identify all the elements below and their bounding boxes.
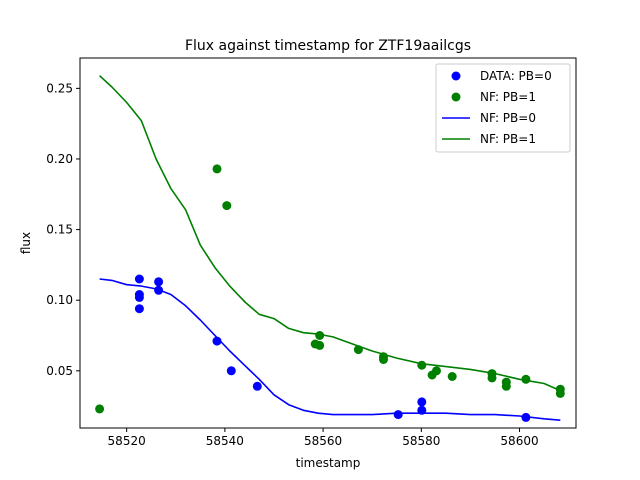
data-point-nf-pb-1 xyxy=(417,360,427,370)
legend: DATA: PB=0 NF: PB=1 NF: PB=0 NF: PB=1 xyxy=(435,63,571,153)
plot-area-frame xyxy=(79,57,577,429)
data-point-data-pb-0 xyxy=(417,397,427,407)
x-tick-label: 58600 xyxy=(500,434,538,448)
y-tick-label: 0.05 xyxy=(46,364,73,378)
data-point-data-pb-0 xyxy=(134,292,144,302)
data-point-nf-pb-1 xyxy=(501,381,511,391)
data-point-nf-pb-1 xyxy=(555,388,565,398)
chart-title: Flux against timestamp for ZTF19aailcgs xyxy=(185,38,471,54)
x-tick-label: 58540 xyxy=(206,434,244,448)
data-point-data-pb-0 xyxy=(417,405,427,415)
data-point-data-pb-0 xyxy=(226,366,236,376)
legend-marker xyxy=(451,71,461,81)
legend-box xyxy=(435,63,571,153)
y-axis-label: flux xyxy=(19,232,33,254)
data-point-data-pb-0 xyxy=(154,285,164,295)
data-point-nf-pb-1 xyxy=(521,374,531,384)
x-tick-label: 58580 xyxy=(402,434,440,448)
data-point-data-pb-0 xyxy=(134,274,144,284)
data-point-nf-pb-1 xyxy=(487,373,497,383)
x-axis: 58520 58540 58560 58580 58600 xyxy=(108,428,539,448)
data-point-nf-pb-1 xyxy=(315,331,325,340)
legend-label: NF: PB=0 xyxy=(480,111,536,125)
y-tick-label: 0.15 xyxy=(46,223,73,237)
x-axis-label: timestamp xyxy=(296,456,361,470)
data-point-nf-pb-1 xyxy=(222,201,232,211)
data-point-nf-pb-1 xyxy=(353,345,363,355)
y-tick-label: 0.10 xyxy=(46,293,73,307)
y-tick-label: 0.25 xyxy=(46,81,73,95)
data-point-nf-pb-1 xyxy=(447,372,457,381)
data-point-nf-pb-1 xyxy=(315,340,325,350)
legend-label: NF: PB=1 xyxy=(480,132,536,146)
data-point-data-pb-0 xyxy=(134,304,144,314)
data-point-data-pb-0 xyxy=(154,277,164,287)
legend-marker xyxy=(451,92,461,102)
data-point-nf-pb-1 xyxy=(95,404,105,414)
series-line-nf-pb-0 xyxy=(99,278,561,421)
legend-label: DATA: PB=0 xyxy=(480,69,552,83)
data-point-data-pb-0 xyxy=(252,381,262,391)
series-line-nf-pb-1 xyxy=(99,75,561,392)
legend-label: NF: PB=1 xyxy=(480,90,536,104)
data-point-nf-pb-1 xyxy=(432,366,441,376)
data-point-nf-pb-1 xyxy=(212,164,222,174)
data-point-data-pb-0 xyxy=(521,412,531,422)
x-tick-label: 58520 xyxy=(108,434,146,448)
y-tick-label: 0.20 xyxy=(46,152,73,166)
data-series xyxy=(95,75,565,422)
x-tick-label: 58560 xyxy=(304,434,342,448)
y-axis: 0.05 0.10 0.15 0.20 0.25 xyxy=(46,81,80,378)
data-point-data-pb-0 xyxy=(212,336,222,346)
data-point-nf-pb-1 xyxy=(379,355,388,364)
data-point-data-pb-0 xyxy=(393,410,403,420)
